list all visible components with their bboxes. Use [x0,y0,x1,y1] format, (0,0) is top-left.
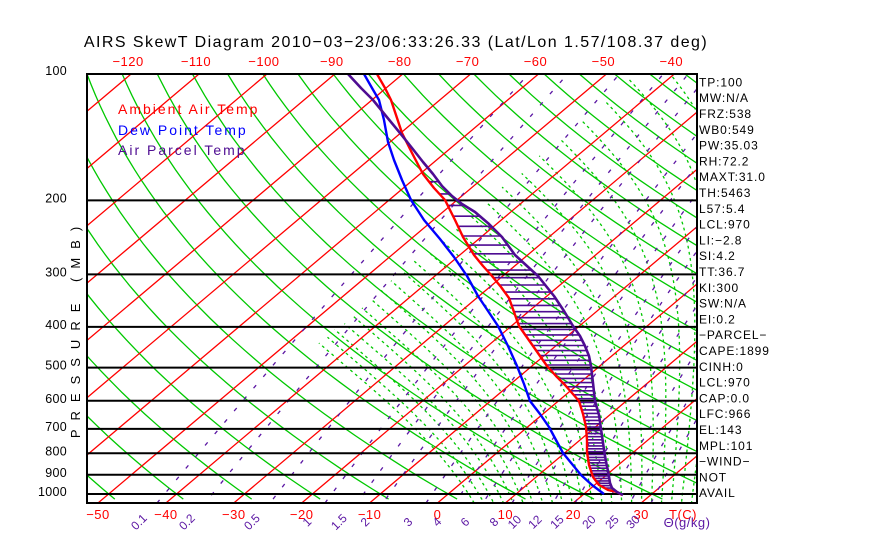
svg-text:TH:5463: TH:5463 [699,186,751,200]
svg-text:400: 400 [45,318,67,332]
svg-text:AIRS SkewT Diagram 2010−03−23/: AIRS SkewT Diagram 2010−03−23/06:33:26.3… [84,34,708,51]
svg-text:−50: −50 [592,54,616,69]
svg-text:−60: −60 [524,54,548,69]
svg-text:−90: −90 [320,54,344,69]
svg-text:TP:100: TP:100 [699,75,743,89]
svg-text:L57:5.4: L57:5.4 [699,202,745,216]
svg-text:0: 0 [434,507,442,522]
svg-text:300: 300 [45,265,67,279]
svg-text:800: 800 [45,444,67,458]
svg-text:CAPE:1899: CAPE:1899 [699,344,770,358]
svg-text:−120: −120 [112,54,143,69]
svg-text:WB0:549: WB0:549 [699,123,755,137]
svg-text:LCL:970: LCL:970 [699,218,751,232]
svg-text:−30: −30 [222,507,246,522]
svg-text:−80: −80 [388,54,412,69]
svg-text:20: 20 [566,507,581,522]
svg-text:T(C): T(C) [669,507,697,522]
svg-text:−110: −110 [181,54,211,69]
svg-text:−70: −70 [456,54,480,69]
svg-text:LI:−2.8: LI:−2.8 [699,233,742,247]
svg-text:900: 900 [45,466,67,480]
svg-text:Air Parcel Temp: Air Parcel Temp [118,142,247,158]
svg-text:CINH:0: CINH:0 [699,360,744,374]
svg-text:500: 500 [45,359,67,373]
svg-text:10: 10 [498,507,513,522]
svg-text:SI:4.2: SI:4.2 [699,249,736,263]
svg-text:−100: −100 [248,54,279,69]
svg-text:MPL:101: MPL:101 [699,439,753,453]
svg-text:−WIND−: −WIND− [699,455,750,469]
svg-text:MW:N/A: MW:N/A [699,91,749,105]
svg-text:SW:N/A: SW:N/A [699,297,747,311]
svg-text:200: 200 [45,191,67,205]
svg-text:NOT: NOT [699,470,727,484]
svg-text:1000: 1000 [38,485,67,499]
svg-text:Ambient Air Temp: Ambient Air Temp [118,101,259,117]
svg-text:−10: −10 [358,507,382,522]
svg-text:600: 600 [45,392,67,406]
svg-text:PW:35.03: PW:35.03 [699,139,759,153]
svg-text:−PARCEL−: −PARCEL− [699,328,767,342]
svg-text:MAXT:31.0: MAXT:31.0 [699,170,766,184]
svg-text:−20: −20 [290,507,314,522]
svg-text:EI:0.2: EI:0.2 [699,312,736,326]
svg-text:KI:300: KI:300 [699,281,739,295]
svg-text:AVAIL: AVAIL [699,486,736,500]
svg-text:TT:36.7: TT:36.7 [699,265,745,279]
svg-text:−40: −40 [660,54,684,69]
svg-text:30: 30 [633,507,648,522]
svg-text:CAP:0.0: CAP:0.0 [699,391,750,405]
svg-text:PRESSURE (MB): PRESSURE (MB) [68,218,83,438]
svg-text:LCL:970: LCL:970 [699,376,751,390]
svg-text:700: 700 [45,420,67,434]
svg-text:FRZ:538: FRZ:538 [699,107,752,121]
svg-text:LFC:966: LFC:966 [699,407,751,421]
svg-text:RH:72.2: RH:72.2 [699,154,749,168]
svg-text:−40: −40 [154,507,178,522]
svg-text:EL:143: EL:143 [699,423,742,437]
svg-text:Dew Point Temp: Dew Point Temp [118,122,248,138]
svg-text:−50: −50 [86,507,110,522]
svg-text:Θ(g/kg): Θ(g/kg) [664,515,711,530]
svg-text:100: 100 [45,64,67,78]
